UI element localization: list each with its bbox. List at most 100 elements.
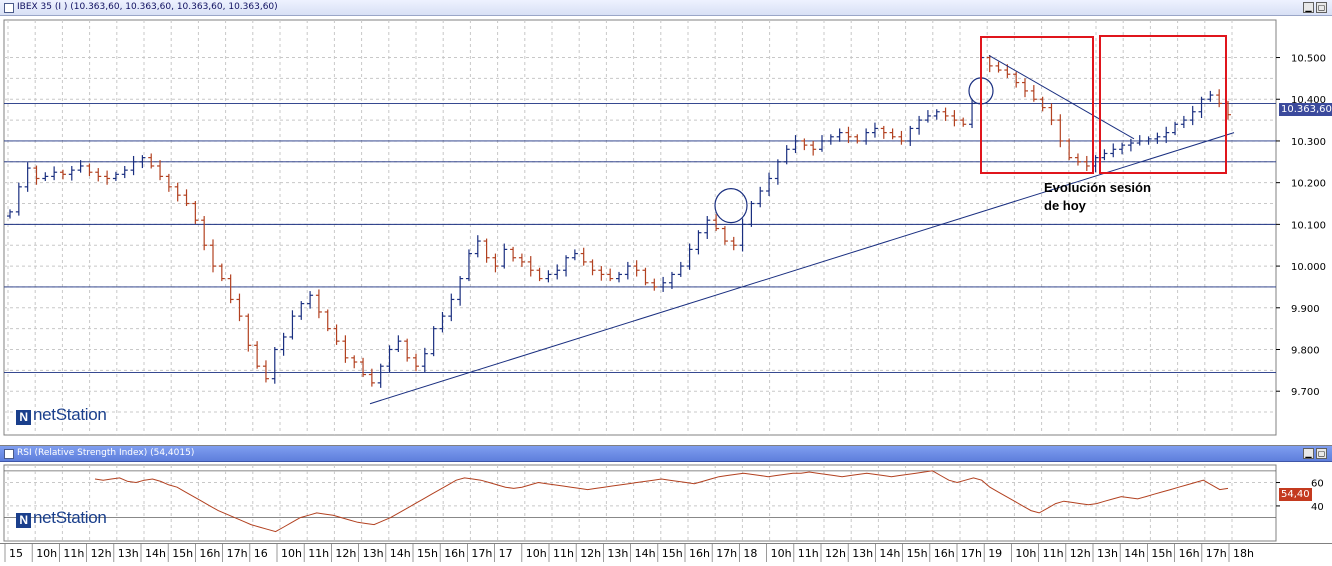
price-chart: 10.500 10.400 10.300 10.200 10.100 10.000 9.90… bbox=[3, 19, 1326, 436]
ohlc-bar bbox=[324, 309, 331, 332]
ohlc-bar bbox=[280, 332, 287, 356]
annotation-line-1: Evolución sesión bbox=[1044, 180, 1151, 195]
ohlc-bar bbox=[157, 160, 164, 181]
ohlc-bar bbox=[1207, 90, 1214, 102]
ohlc-bar bbox=[33, 165, 40, 185]
time-tick-label: 17h bbox=[961, 547, 982, 560]
ohlc-bar bbox=[1119, 142, 1126, 155]
ohlc-bar bbox=[271, 346, 278, 384]
time-tick-label: 19 bbox=[988, 547, 1002, 560]
price-ytick-label: 9.800 bbox=[1291, 345, 1320, 356]
time-tick-label: 10h bbox=[526, 547, 547, 560]
ohlc-bar bbox=[871, 122, 878, 138]
ohlc-bar bbox=[554, 264, 561, 280]
ohlc-bar bbox=[721, 226, 728, 245]
ohlc-bar bbox=[942, 107, 949, 121]
price-pane-titlebar: IBEX 35 (I ) (10.363,60, 10.363,60, 10.3… bbox=[0, 0, 1332, 16]
time-tick-label: 15h bbox=[662, 547, 683, 560]
ohlc-bar bbox=[633, 260, 640, 277]
ohlc-bar bbox=[457, 276, 464, 306]
annotation-text: Evolución sesión de hoy bbox=[1044, 179, 1151, 215]
price-ytick-label: 10.200 bbox=[1291, 179, 1326, 190]
time-tick-label: 13h bbox=[118, 547, 139, 560]
ohlc-bar bbox=[951, 110, 958, 127]
ohlc-bar bbox=[289, 310, 296, 340]
ohlc-bar bbox=[730, 236, 737, 251]
ohlc-bar bbox=[1163, 126, 1170, 144]
time-tick-label: 15h bbox=[172, 547, 193, 560]
ohlc-bar bbox=[492, 253, 499, 273]
time-tick-label: 17h bbox=[227, 547, 248, 560]
ohlc-bar bbox=[898, 130, 905, 145]
time-tick-label: 10h bbox=[1015, 547, 1036, 560]
ohlc-bar bbox=[810, 140, 817, 156]
price-ytick-label: 9.700 bbox=[1291, 387, 1320, 398]
ohlc-bar bbox=[571, 249, 578, 261]
ohlc-bar bbox=[1022, 78, 1028, 98]
chart-window-icon bbox=[4, 449, 14, 459]
rsi-plot-frame bbox=[3, 464, 1277, 542]
ohlc-bar bbox=[880, 125, 887, 139]
ohlc-bar bbox=[1066, 138, 1073, 161]
ohlc-bar bbox=[1057, 114, 1064, 148]
time-tick-label: 13h bbox=[363, 547, 384, 560]
ohlc-bar bbox=[642, 267, 649, 286]
ohlc-bar bbox=[1216, 89, 1223, 108]
minimize-icon[interactable]: ▁ bbox=[1303, 2, 1314, 13]
rsi-pane: RSI (Relative Strength Index) (54,4015) … bbox=[0, 445, 1332, 544]
ohlc-bar bbox=[395, 335, 402, 352]
ohlc-bar bbox=[845, 126, 852, 144]
price-ytick-label: 10.000 bbox=[1291, 262, 1326, 273]
ohlc-bar bbox=[783, 145, 790, 165]
price-ytick-label: 10.300 bbox=[1291, 137, 1326, 148]
rsi-series-line bbox=[94, 470, 1229, 533]
ohlc-bar bbox=[104, 170, 111, 185]
price-pane: IBEX 35 (I ) (10.363,60, 10.363,60, 10.3… bbox=[0, 0, 1332, 436]
ohlc-bar bbox=[333, 324, 340, 345]
ohlc-bar bbox=[739, 218, 746, 252]
ohlc-bar bbox=[510, 246, 517, 262]
ohlc-bar bbox=[86, 163, 93, 176]
ohlc-bar bbox=[995, 61, 1002, 73]
ohlc-bar bbox=[1136, 135, 1143, 146]
time-tick-label: 11h bbox=[553, 547, 574, 560]
ohlc-bar bbox=[254, 341, 261, 369]
time-tick-label: 11h bbox=[798, 547, 819, 560]
ohlc-bar bbox=[404, 338, 411, 362]
time-tick-label: 12h bbox=[580, 547, 601, 560]
ohlc-bar bbox=[307, 291, 314, 309]
ohlc-bar bbox=[430, 326, 437, 357]
maximize-icon[interactable]: ▢ bbox=[1316, 2, 1327, 13]
time-tick-label: 12h bbox=[335, 547, 356, 560]
time-tick-label: 12h bbox=[825, 547, 846, 560]
ohlc-bar bbox=[112, 171, 119, 181]
ohlc-bar bbox=[616, 271, 622, 283]
time-tick-label: 18 bbox=[743, 547, 757, 560]
ohlc-bar bbox=[660, 276, 667, 292]
ohlc-bar bbox=[1030, 85, 1037, 102]
time-tick-label: 15h bbox=[907, 547, 928, 560]
netstation-logo-text: netStation bbox=[33, 405, 107, 424]
ohlc-bar bbox=[651, 278, 658, 291]
price-pane-title: IBEX 35 (I ) (10.363,60, 10.363,60, 10.3… bbox=[17, 2, 278, 12]
ohlc-bar bbox=[227, 274, 234, 304]
time-tick-label: 10h bbox=[281, 547, 302, 560]
time-tick-label: 16h bbox=[934, 547, 955, 560]
rsi-pane-title: RSI (Relative Strength Index) (54,4015) bbox=[17, 448, 195, 458]
time-tick-label: 14h bbox=[879, 547, 900, 560]
ohlc-bar bbox=[77, 160, 84, 173]
ohlc-bar bbox=[801, 138, 808, 151]
time-tick-label: 17h bbox=[1206, 547, 1227, 560]
maximize-icon[interactable]: ▢ bbox=[1316, 448, 1327, 459]
ohlc-bar bbox=[192, 201, 199, 224]
time-tick-label: 17h bbox=[471, 547, 492, 560]
ohlc-bar bbox=[148, 153, 155, 169]
ohlc-bar bbox=[1083, 155, 1090, 171]
time-tick-label: 16h bbox=[444, 547, 465, 560]
ohlc-bar bbox=[624, 261, 631, 280]
minimize-icon[interactable]: ▁ bbox=[1303, 448, 1314, 459]
ohlc-bar bbox=[774, 159, 781, 185]
ohlc-bar bbox=[42, 172, 49, 181]
ohlc-bar bbox=[704, 216, 711, 239]
time-tick-label: 15h bbox=[1151, 547, 1172, 560]
